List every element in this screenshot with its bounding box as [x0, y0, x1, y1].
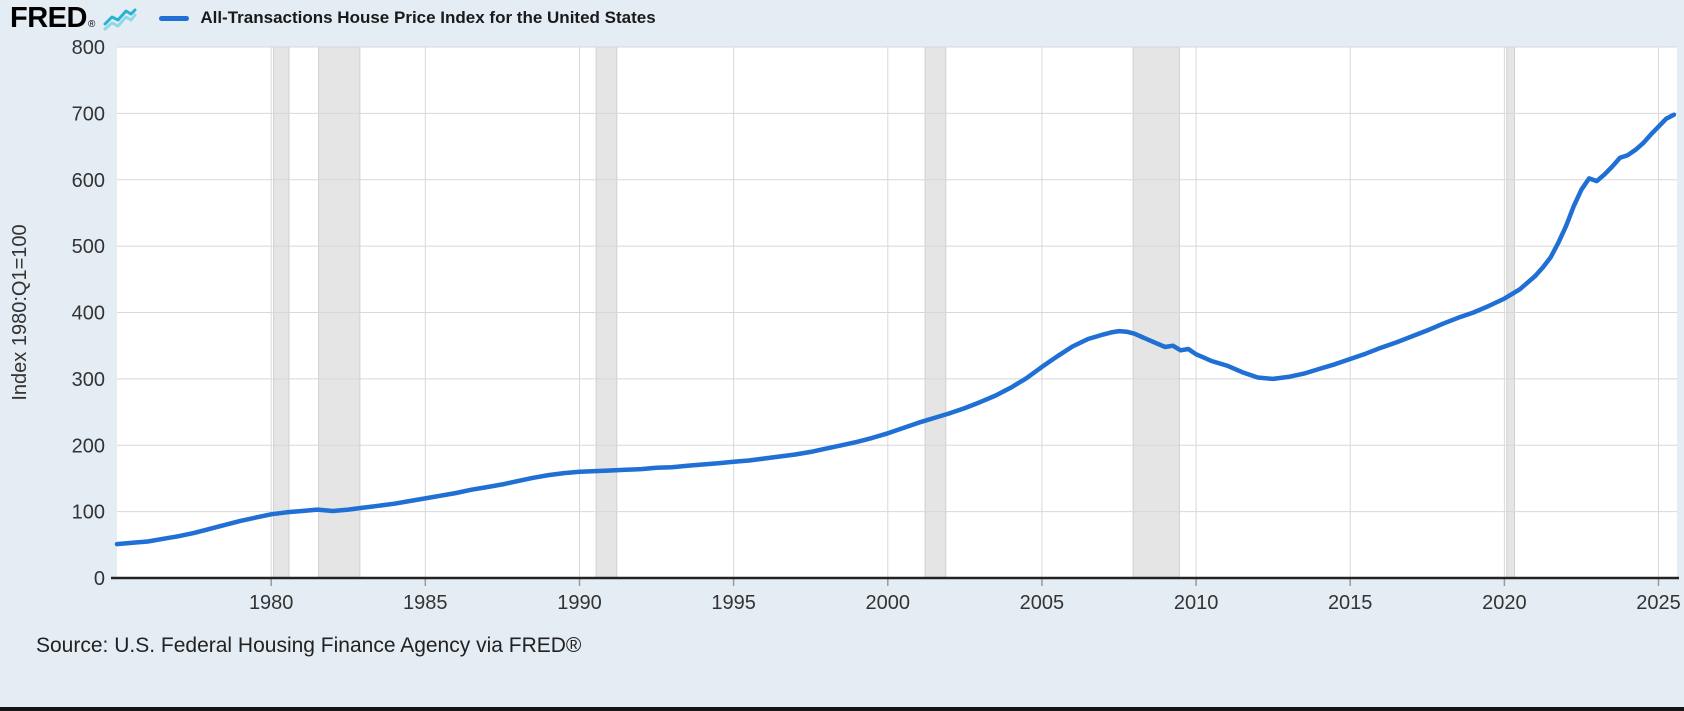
x-tick-label: 1980 [249, 592, 294, 614]
x-tick-label: 2020 [1482, 592, 1527, 614]
series-title: All-Transactions House Price Index for t… [200, 8, 656, 27]
legend-line-swatch [159, 15, 190, 21]
y-axis-title: Index 1980:Q1=100 [9, 224, 31, 400]
x-tick-label: 2010 [1174, 592, 1219, 614]
y-tick-label: 0 [94, 568, 105, 590]
x-tick-label: 2025 [1636, 592, 1681, 614]
y-tick-label: 400 [72, 303, 105, 325]
x-tick-label: 2005 [1020, 592, 1065, 614]
fred-logo[interactable]: FRED ® [10, 3, 95, 33]
chart-footer: Source: U.S. Federal Housing Finance Age… [36, 634, 581, 658]
y-tick-label: 500 [72, 236, 105, 258]
y-tick-label: 100 [72, 502, 105, 524]
x-tick-label: 1990 [557, 592, 602, 614]
series-line [114, 112, 1677, 547]
y-tick-label: 800 [72, 37, 105, 59]
x-tick-label: 2015 [1328, 592, 1373, 614]
y-tick-label: 300 [72, 369, 105, 391]
x-tick-label: 1985 [403, 592, 448, 614]
y-tick-label: 600 [72, 170, 105, 192]
fred-sparkline-icon [103, 8, 137, 31]
y-tick-label: 200 [72, 435, 105, 457]
source-text: Source: U.S. Federal Housing Finance Age… [36, 634, 582, 657]
y-tick-label: 700 [72, 103, 105, 125]
chart-header: FRED ® All-Transactions House Price Inde… [0, 0, 656, 36]
registered-trademark-symbol: ® [87, 19, 96, 30]
x-tick-label: 1995 [711, 592, 756, 614]
fred-logo-text: FRED [10, 2, 87, 34]
bottom-window-edge [0, 707, 1684, 711]
x-tick-label: 2000 [866, 592, 911, 614]
